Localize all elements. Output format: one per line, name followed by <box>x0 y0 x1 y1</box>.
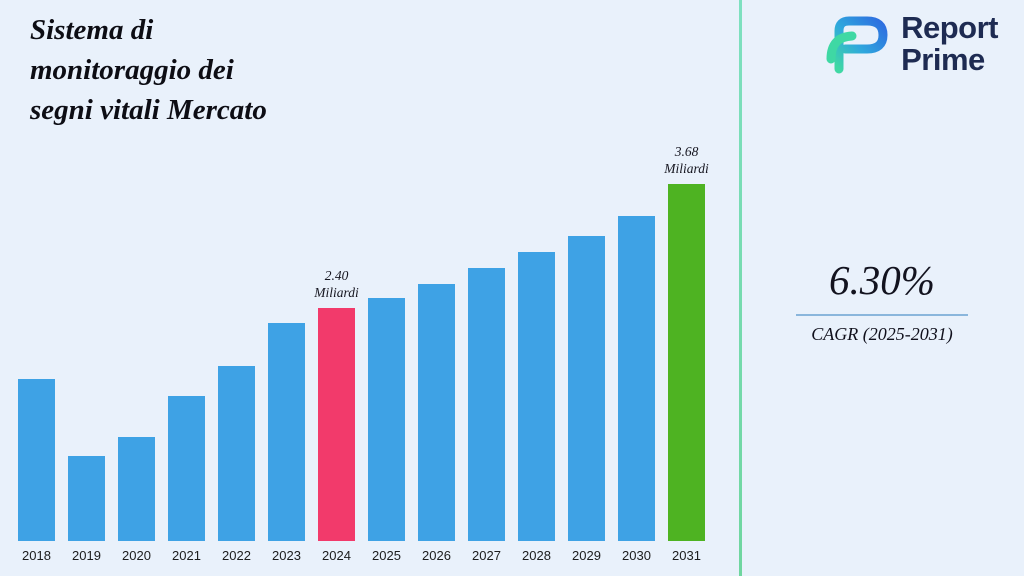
bar-2021 <box>168 396 205 541</box>
bar-2022 <box>218 366 255 541</box>
bar-column-2026: 2026 <box>418 284 455 563</box>
x-axis-label-2029: 2029 <box>572 548 601 563</box>
bar-2024 <box>318 308 355 541</box>
cagr-panel: 6.30% CAGR (2025-2031) <box>796 256 968 345</box>
bar-2030 <box>618 216 655 541</box>
bar-2026 <box>418 284 455 541</box>
logo-word-prime: Prime <box>901 42 985 78</box>
x-axis-label-2025: 2025 <box>372 548 401 563</box>
bar-column-2031: 3.68 Miliardi 2031 <box>664 143 709 563</box>
x-axis-label-2020: 2020 <box>122 548 151 563</box>
bar-2025 <box>368 298 405 541</box>
bar-column-2029: 2029 <box>568 236 605 563</box>
bar-column-2021: 2021 <box>168 396 205 563</box>
cagr-label: CAGR (2025-2031) <box>811 324 953 344</box>
x-axis-label-2024: 2024 <box>322 548 351 563</box>
bar-column-2028: 2028 <box>518 252 555 563</box>
bar-annotation-2024: 2.40 Miliardi <box>314 267 359 301</box>
x-axis-label-2028: 2028 <box>522 548 551 563</box>
logo-word-report: Report <box>901 10 998 45</box>
bar-column-2019: 2019 <box>68 456 105 563</box>
x-axis-label-2018: 2018 <box>22 548 51 563</box>
bar-2020 <box>118 437 155 541</box>
vertical-divider <box>739 0 742 576</box>
bar-annotation-2031: 3.68 Miliardi <box>664 143 709 177</box>
bar-column-2020: 2020 <box>118 437 155 563</box>
x-axis-label-2026: 2026 <box>422 548 451 563</box>
report-prime-logo: Report Prime <box>825 10 998 78</box>
bar-2018 <box>18 379 55 541</box>
x-axis-label-2030: 2030 <box>622 548 651 563</box>
bar-2019 <box>68 456 105 541</box>
bar-2029 <box>568 236 605 541</box>
report-prime-logo-icon <box>826 16 888 74</box>
cagr-underline <box>796 314 968 316</box>
bar-column-2018: 2018 <box>18 379 55 563</box>
bar-2027 <box>468 268 505 541</box>
bar-column-2024: 2.40 Miliardi 2024 <box>314 267 359 563</box>
x-axis-label-2022: 2022 <box>222 548 251 563</box>
bar-chart: 2018 2019 2020 2021 2022 2023 2.40 Miliardi 202… <box>18 143 709 563</box>
bar-column-2023: 2023 <box>268 323 305 563</box>
bar-column-2022: 2022 <box>218 366 255 563</box>
page-title: Sistema di monitoraggio dei segni vitali… <box>30 14 267 127</box>
x-axis-label-2031: 2031 <box>672 548 701 563</box>
x-axis-label-2027: 2027 <box>472 548 501 563</box>
x-axis-label-2023: 2023 <box>272 548 301 563</box>
bar-2023 <box>268 323 305 541</box>
cagr-value: 6.30% <box>829 257 935 303</box>
bar-2031 <box>668 184 705 541</box>
bar-column-2027: 2027 <box>468 268 505 563</box>
logo-wordmark: Report Prime <box>901 10 998 78</box>
x-axis-label-2019: 2019 <box>72 548 101 563</box>
bar-2028 <box>518 252 555 541</box>
x-axis-label-2021: 2021 <box>172 548 201 563</box>
bar-column-2025: 2025 <box>368 298 405 563</box>
bar-column-2030: 2030 <box>618 216 655 563</box>
